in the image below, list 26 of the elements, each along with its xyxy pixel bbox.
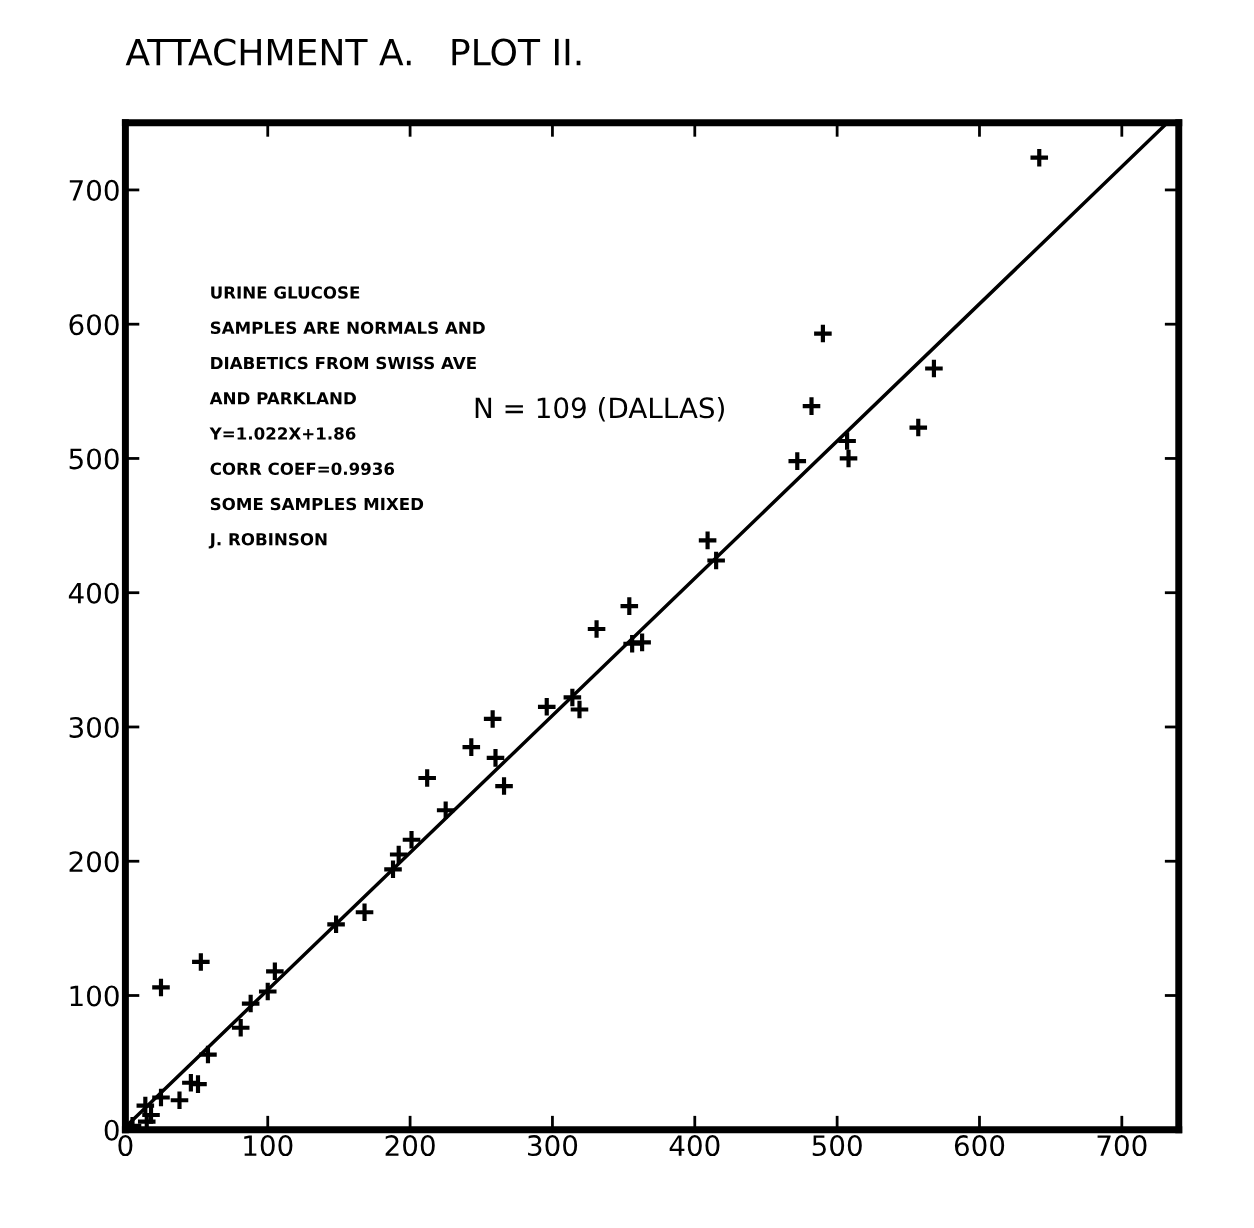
chart-title: ATTACHMENT A. PLOT II. xyxy=(125,38,581,66)
annotation: N = 109 (DALLAS) xyxy=(475,396,724,422)
y-tick-label: 0 xyxy=(104,1119,119,1141)
x-tick-label: 500 xyxy=(812,1135,862,1157)
y-tick-label: 400 xyxy=(68,582,119,604)
x-tick-label: 200 xyxy=(385,1135,435,1157)
y-tick-label: 500 xyxy=(69,448,119,470)
annotation: SOME SAMPLES MIXED xyxy=(210,497,424,511)
x-tick-label: 400 xyxy=(669,1135,720,1157)
y-tick-label: 100 xyxy=(70,985,119,1007)
annotation: CORR COEF=0.9936 xyxy=(210,462,395,476)
annotation: Y=1.022X+1.86 xyxy=(209,427,356,440)
x-tick-label: 300 xyxy=(528,1135,578,1157)
y-tick-label: 200 xyxy=(69,851,119,873)
x-tick-label: 600 xyxy=(954,1135,1005,1157)
annotation: DIABETICS FROM SWISS AVE xyxy=(211,356,476,370)
annotation: J. ROBINSON xyxy=(208,532,327,549)
annotation: SAMPLES ARE NORMALS AND xyxy=(210,321,485,335)
x-tick-label: 700 xyxy=(1097,1135,1147,1157)
annotation: AND PARKLAND xyxy=(209,392,356,405)
annotation: URINE GLUCOSE xyxy=(211,286,360,299)
y-tick-label: 300 xyxy=(69,716,119,738)
x-tick-label: 0 xyxy=(118,1135,133,1157)
y-tick-label: 600 xyxy=(69,314,119,336)
y-tick-label: 700 xyxy=(69,179,119,201)
x-tick-label: 100 xyxy=(244,1135,293,1157)
